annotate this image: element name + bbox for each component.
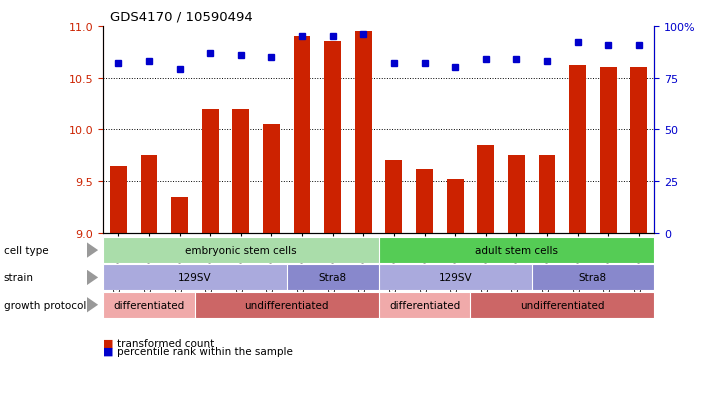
Text: strain: strain bbox=[4, 273, 33, 283]
Text: ■: ■ bbox=[103, 346, 114, 356]
Text: differentiated: differentiated bbox=[113, 300, 185, 310]
FancyBboxPatch shape bbox=[378, 265, 532, 291]
Bar bbox=[232, 109, 250, 233]
Text: Stra8: Stra8 bbox=[319, 273, 347, 283]
Text: undifferentiated: undifferentiated bbox=[520, 300, 604, 310]
FancyBboxPatch shape bbox=[378, 237, 654, 263]
Polygon shape bbox=[87, 243, 98, 258]
FancyBboxPatch shape bbox=[103, 292, 195, 318]
Text: GDS4170 / 10590494: GDS4170 / 10590494 bbox=[110, 10, 253, 23]
Bar bbox=[538, 156, 555, 233]
FancyBboxPatch shape bbox=[378, 292, 471, 318]
Text: Stra8: Stra8 bbox=[579, 273, 607, 283]
Bar bbox=[110, 166, 127, 233]
Bar bbox=[385, 161, 402, 233]
FancyBboxPatch shape bbox=[103, 265, 287, 291]
FancyBboxPatch shape bbox=[103, 237, 378, 263]
Bar bbox=[508, 156, 525, 233]
Text: ■: ■ bbox=[103, 338, 114, 348]
Text: 129SV: 129SV bbox=[178, 273, 212, 283]
Polygon shape bbox=[87, 270, 98, 285]
Bar bbox=[202, 109, 219, 233]
Text: undifferentiated: undifferentiated bbox=[245, 300, 329, 310]
Bar bbox=[477, 146, 494, 233]
Bar bbox=[355, 32, 372, 233]
Polygon shape bbox=[87, 297, 98, 313]
Bar bbox=[324, 43, 341, 233]
FancyBboxPatch shape bbox=[287, 265, 378, 291]
Text: growth protocol: growth protocol bbox=[4, 300, 86, 310]
Bar bbox=[416, 169, 433, 233]
Text: differentiated: differentiated bbox=[389, 300, 460, 310]
FancyBboxPatch shape bbox=[195, 292, 378, 318]
Text: embryonic stem cells: embryonic stem cells bbox=[185, 245, 296, 256]
Bar bbox=[600, 68, 616, 233]
Text: adult stem cells: adult stem cells bbox=[475, 245, 558, 256]
Bar bbox=[263, 125, 280, 233]
Bar bbox=[570, 66, 586, 233]
Bar bbox=[294, 37, 311, 233]
Bar bbox=[141, 156, 157, 233]
Text: cell type: cell type bbox=[4, 245, 48, 256]
Bar bbox=[631, 68, 647, 233]
Text: 129SV: 129SV bbox=[438, 273, 472, 283]
Bar bbox=[171, 197, 188, 233]
Text: percentile rank within the sample: percentile rank within the sample bbox=[117, 346, 293, 356]
FancyBboxPatch shape bbox=[532, 265, 654, 291]
FancyBboxPatch shape bbox=[471, 292, 654, 318]
Bar bbox=[447, 180, 464, 233]
Text: transformed count: transformed count bbox=[117, 338, 215, 348]
